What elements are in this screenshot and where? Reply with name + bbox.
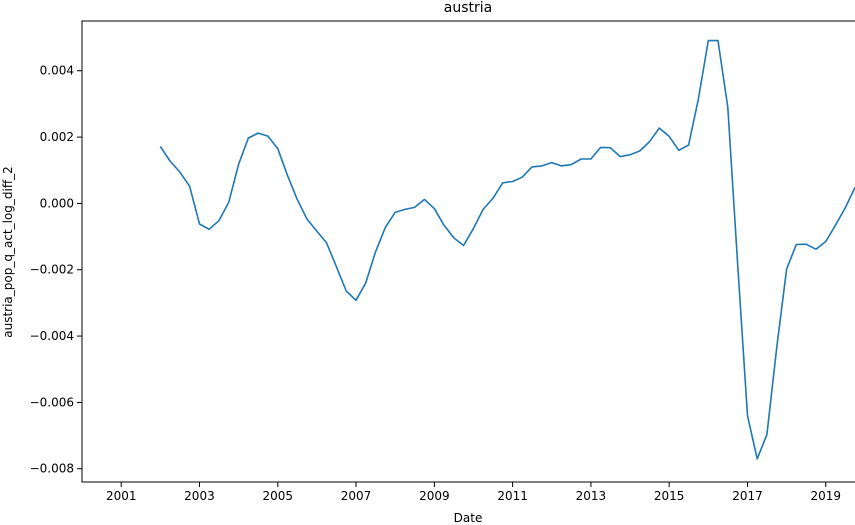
x-axis-label: Date xyxy=(454,511,483,525)
x-tick-label: 2007 xyxy=(341,489,372,503)
y-axis: 0.004 0.002 0.000 −0.002 −0.004 −0.006 −0.008 xyxy=(30,64,82,476)
axes-frame xyxy=(81,20,855,483)
x-tick-label: 2015 xyxy=(654,489,685,503)
series-line-0 xyxy=(159,39,855,460)
y-tick-label: 0.004 xyxy=(40,64,74,78)
x-tick-label: 2009 xyxy=(419,489,450,503)
x-tick-label: 2003 xyxy=(184,489,215,503)
y-tick-label: 0.002 xyxy=(40,130,74,144)
x-tick-label: 2013 xyxy=(576,489,607,503)
y-tick-label: −0.002 xyxy=(30,263,74,277)
y-tick-label: −0.006 xyxy=(30,395,74,409)
x-tick-label: 2011 xyxy=(497,489,528,503)
y-axis-label: austria_pop_q_act_log_diff_2 xyxy=(1,166,15,338)
x-tick-label: 2001 xyxy=(106,489,137,503)
x-tick-label: 2017 xyxy=(732,489,763,503)
x-tick-label: 2019 xyxy=(810,489,841,503)
y-tick-label: −0.004 xyxy=(30,329,74,343)
chart-title: austria xyxy=(444,0,492,16)
y-tick-label: −0.008 xyxy=(30,462,74,476)
y-tick-label: 0.000 xyxy=(40,196,74,210)
plot-area xyxy=(81,20,855,483)
x-tick-label: 2005 xyxy=(263,489,294,503)
x-axis: 2001 2003 2005 2007 2009 2011 2013 2015 2017 2019 xyxy=(106,482,841,503)
